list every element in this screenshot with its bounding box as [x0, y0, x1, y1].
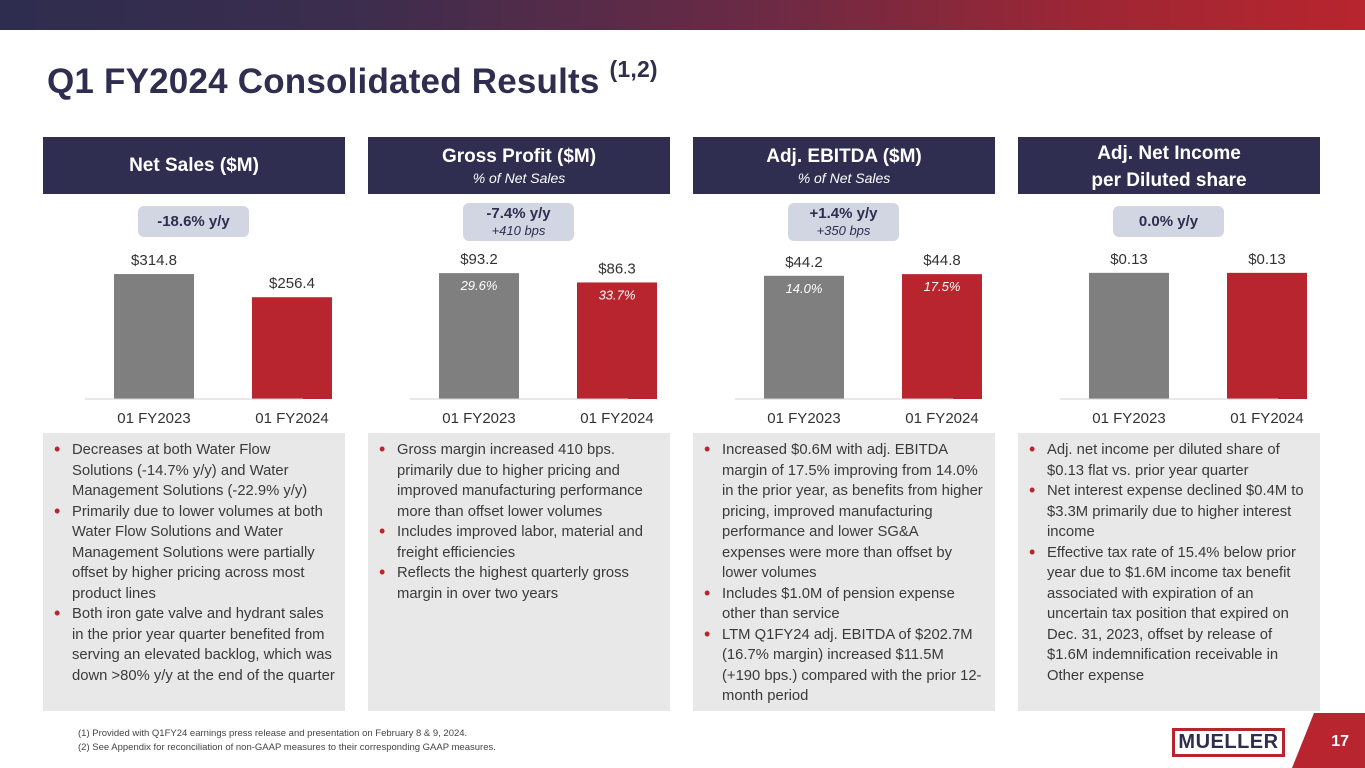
bullet-item: Reflects the highest quarterly gross mar…: [378, 562, 660, 604]
bar-1: [114, 274, 194, 399]
bullet-item: Effective tax rate of 15.4% below prior …: [1028, 542, 1310, 687]
margin-pct-label: 29.6%: [460, 278, 498, 293]
gross-profit-chart: $93.2 29.6% 01 FY2023 $86.3 33.7% 01 FY2024: [368, 237, 670, 433]
bullet-item: Includes $1.0M of pension expense other …: [703, 583, 985, 625]
bar-2: [252, 297, 332, 399]
top-gradient-band: [0, 0, 1365, 30]
panel-header: Adj. Net Income per Diluted share: [1018, 137, 1320, 194]
bar-value-label: $44.8: [923, 252, 961, 269]
bar-value-label: $44.2: [785, 254, 823, 271]
bar-1: [1089, 272, 1169, 399]
bar-value-label: $256.4: [269, 275, 315, 292]
footnotes: (1) Provided with Q1FY24 earnings press …: [78, 727, 496, 755]
bar-value-label: $0.13: [1110, 251, 1148, 268]
gross-profit-panel: Gross Profit ($M) % of Net Sales -7.4% y…: [368, 137, 670, 711]
adj-ebitda-chart: $44.2 14.0% 01 FY2023 $44.8 17.5% 01 FY2024: [693, 237, 995, 433]
margin-pct-label: 14.0%: [786, 281, 823, 296]
category-label: 01 FY2024: [905, 410, 978, 427]
yoy-badge: -18.6% y/y: [138, 206, 249, 237]
bar-chart-svg: $0.13 01 FY2023 $0.13 01 FY2024: [1060, 251, 1307, 427]
panel-title-line2: per Diluted share: [1091, 170, 1247, 191]
category-label: 01 FY2024: [255, 410, 328, 427]
yoy-badge: -7.4% y/y +410 bps: [463, 203, 574, 241]
yoy-value: -7.4% y/y: [486, 205, 551, 222]
yoy-value: -18.6% y/y: [157, 213, 230, 230]
adj-net-income-panel: Adj. Net Income per Diluted share 0.0% y…: [1018, 137, 1320, 711]
category-label: 01 FY2023: [1092, 410, 1165, 427]
category-label: 01 FY2024: [580, 410, 653, 427]
bullet-item: Primarily due to lower volumes at both W…: [53, 501, 335, 605]
yoy-badge: 0.0% y/y: [1113, 206, 1224, 237]
net-sales-panel: Net Sales ($M) -18.6% y/y $314.8 01 FY202…: [43, 137, 345, 711]
page-title: Q1 FY2024 Consolidated Results (1,2): [47, 56, 658, 101]
panel-header: Net Sales ($M): [43, 137, 345, 194]
mueller-logo: MUELLER: [1172, 728, 1285, 757]
net-sales-chart: $314.8 01 FY2023 $256.4 01 FY2024: [43, 237, 345, 433]
page-number: 17: [1331, 733, 1349, 750]
bullet-item: Net interest expense declined $0.4M to $…: [1028, 480, 1310, 543]
bar-chart-svg: $314.8 01 FY2023 $256.4 01 FY2024: [85, 252, 332, 427]
bullet-item: Increased $0.6M with adj. EBITDA margin …: [703, 439, 985, 584]
commentary-box: Decreases at both Water Flow Solutions (…: [43, 433, 345, 711]
bar-value-label: $93.2: [460, 251, 498, 268]
bar-1: [764, 275, 844, 399]
panel-title: Net Sales ($M): [129, 155, 259, 176]
title-footnote-ref: (1,2): [609, 56, 658, 82]
bullet-item: LTM Q1FY24 adj. EBITDA of $202.7M (16.7%…: [703, 624, 985, 707]
yoy-value: +1.4% y/y: [809, 205, 878, 222]
bullet-item: Both iron gate valve and hydrant sales i…: [53, 603, 335, 686]
margin-pct-label: 17.5%: [924, 279, 961, 294]
bar-1: [439, 273, 519, 399]
panel-subtitle: % of Net Sales: [472, 170, 566, 186]
panel-header: Adj. EBITDA ($M) % of Net Sales: [693, 137, 995, 194]
commentary-box: Increased $0.6M with adj. EBITDA margin …: [693, 433, 995, 711]
bar-2: [577, 282, 657, 399]
page-number-box: 17: [1292, 713, 1365, 768]
panel-title: Adj. Net Income: [1097, 143, 1241, 164]
category-label: 01 FY2023: [117, 410, 190, 427]
bar-chart-svg: $44.2 14.0% 01 FY2023 $44.8 17.5% 01 FY2024: [735, 252, 982, 427]
panel-subtitle: % of Net Sales: [797, 170, 891, 186]
bar-value-label: $86.3: [598, 260, 636, 277]
bps-change: +410 bps: [491, 223, 546, 238]
yoy-value: 0.0% y/y: [1138, 213, 1199, 230]
panel-header: Gross Profit ($M) % of Net Sales: [368, 137, 670, 194]
footnote-1: (1) Provided with Q1FY24 earnings press …: [78, 728, 468, 739]
bar-value-label: $0.13: [1248, 251, 1286, 268]
bullet-item: Adj. net income per diluted share of $0.…: [1028, 439, 1310, 481]
bar-2: [902, 274, 982, 399]
category-label: 01 FY2023: [442, 410, 515, 427]
category-label: 01 FY2023: [767, 410, 840, 427]
commentary-box: Adj. net income per diluted share of $0.…: [1018, 433, 1320, 711]
panel-title: Adj. EBITDA ($M): [766, 146, 922, 167]
adj-ebitda-panel: Adj. EBITDA ($M) % of Net Sales +1.4% y/…: [693, 137, 995, 711]
bullet-item: Includes improved labor, material and fr…: [378, 521, 660, 563]
commentary-box: Gross margin increased 410 bps. primaril…: [368, 433, 670, 711]
bar-chart-svg: $93.2 29.6% 01 FY2023 $86.3 33.7% 01 FY2024: [410, 251, 657, 427]
panel-title: Gross Profit ($M): [441, 146, 597, 167]
bar-2: [1227, 272, 1307, 399]
footnote-2: (2) See Appendix for reconciliation of n…: [78, 742, 496, 753]
margin-pct-label: 33.7%: [599, 287, 636, 302]
category-label: 01 FY2024: [1230, 410, 1303, 427]
bar-value-label: $314.8: [131, 252, 177, 269]
bullet-item: Gross margin increased 410 bps. primaril…: [378, 439, 660, 522]
bullet-item: Decreases at both Water Flow Solutions (…: [53, 439, 335, 502]
adj-net-income-chart: $0.13 01 FY2023 $0.13 01 FY2024: [1018, 237, 1320, 433]
bps-change: +350 bps: [816, 223, 871, 238]
yoy-badge: +1.4% y/y +350 bps: [788, 203, 899, 241]
